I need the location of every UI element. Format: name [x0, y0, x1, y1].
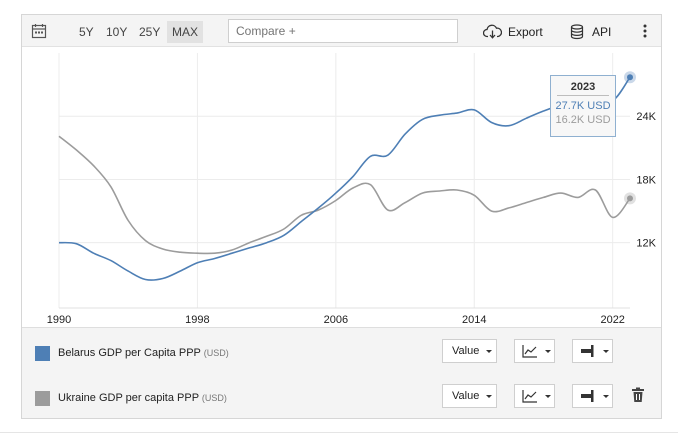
range-5y-button[interactable]: 5Y: [79, 25, 94, 39]
tooltip-belarus-value: 27.7K USD: [555, 100, 611, 112]
series-name: Ukraine GDP per capita PPP (USD): [58, 392, 227, 404]
series-end-point: [627, 195, 633, 202]
database-icon: [570, 24, 584, 40]
export-label: Export: [508, 25, 543, 39]
caret-down-icon: [486, 395, 492, 398]
legend-row-ukraine: Ukraine GDP per capita PPP (USD) Value: [22, 373, 661, 418]
series-end-point: [627, 74, 633, 81]
x-tick-label: 2014: [462, 314, 486, 326]
range-10y-button[interactable]: 10Y: [106, 25, 128, 39]
chart-type-dropdown[interactable]: [514, 339, 555, 363]
value-dropdown-label: Value: [452, 345, 480, 357]
line-chart: 1990 1998 2006 2014 2022 12K 18K 24K: [47, 53, 657, 326]
tooltip-year: 2023: [557, 81, 609, 96]
x-tick-label: 2022: [600, 314, 624, 326]
caret-down-icon: [545, 395, 551, 398]
kebab-menu-icon[interactable]: [638, 23, 652, 39]
legend-row-belarus: Belarus GDP per Capita PPP (USD) Value: [22, 328, 661, 373]
caret-down-icon: [603, 395, 609, 398]
line-chart-icon: [522, 345, 537, 358]
chart-type-dropdown[interactable]: [514, 384, 555, 408]
api-label: API: [592, 25, 612, 39]
series-legend: Belarus GDP per Capita PPP (USD) Value: [22, 327, 661, 418]
series-color-swatch[interactable]: [35, 391, 50, 406]
y-tick-label: 12K: [636, 238, 656, 250]
series-name-text: Belarus GDP per Capita PPP: [58, 347, 201, 359]
caret-down-icon: [603, 350, 609, 353]
range-25y-button[interactable]: 25Y: [139, 25, 161, 39]
value-dropdown[interactable]: Value: [442, 339, 497, 363]
caret-down-icon: [545, 350, 551, 353]
page-divider: [0, 432, 678, 433]
chart-widget: 5Y 10Y 25Y MAX Export API: [21, 14, 662, 419]
chart-toolbar: 5Y 10Y 25Y MAX Export API: [22, 15, 661, 47]
cloud-download-icon: [483, 24, 502, 39]
series-name-text: Ukraine GDP per capita PPP: [58, 392, 199, 404]
line-chart-icon: [522, 390, 537, 403]
value-dropdown-label: Value: [452, 390, 480, 402]
axis-dropdown[interactable]: [572, 339, 613, 363]
x-tick-label: 2006: [324, 314, 348, 326]
y-tick-label: 18K: [636, 174, 656, 186]
series-line-1: [58, 135, 631, 255]
x-tick-label: 1990: [47, 314, 71, 326]
series-unit: (USD): [203, 348, 229, 358]
range-max-button[interactable]: MAX: [167, 21, 204, 43]
tooltip-ukraine-value: 16.2K USD: [555, 114, 611, 126]
series-color-swatch[interactable]: [35, 346, 50, 361]
axis-dropdown[interactable]: [572, 384, 613, 408]
trash-icon[interactable]: [631, 387, 645, 403]
series-unit: (USD): [201, 393, 227, 403]
chart-tooltip: 2023 27.7K USD 16.2K USD: [550, 75, 616, 137]
series-line-0: [58, 76, 631, 281]
x-tick-label: 1998: [185, 314, 209, 326]
axis-side-icon: [581, 345, 594, 357]
export-button[interactable]: Export: [483, 21, 545, 43]
api-button[interactable]: API: [570, 21, 612, 43]
calendar-icon[interactable]: [31, 23, 47, 39]
series-name: Belarus GDP per Capita PPP (USD): [58, 347, 229, 359]
value-dropdown[interactable]: Value: [442, 384, 497, 408]
caret-down-icon: [486, 350, 492, 353]
axis-side-icon: [581, 390, 594, 402]
y-tick-label: 24K: [636, 111, 656, 123]
compare-input[interactable]: [228, 19, 458, 43]
